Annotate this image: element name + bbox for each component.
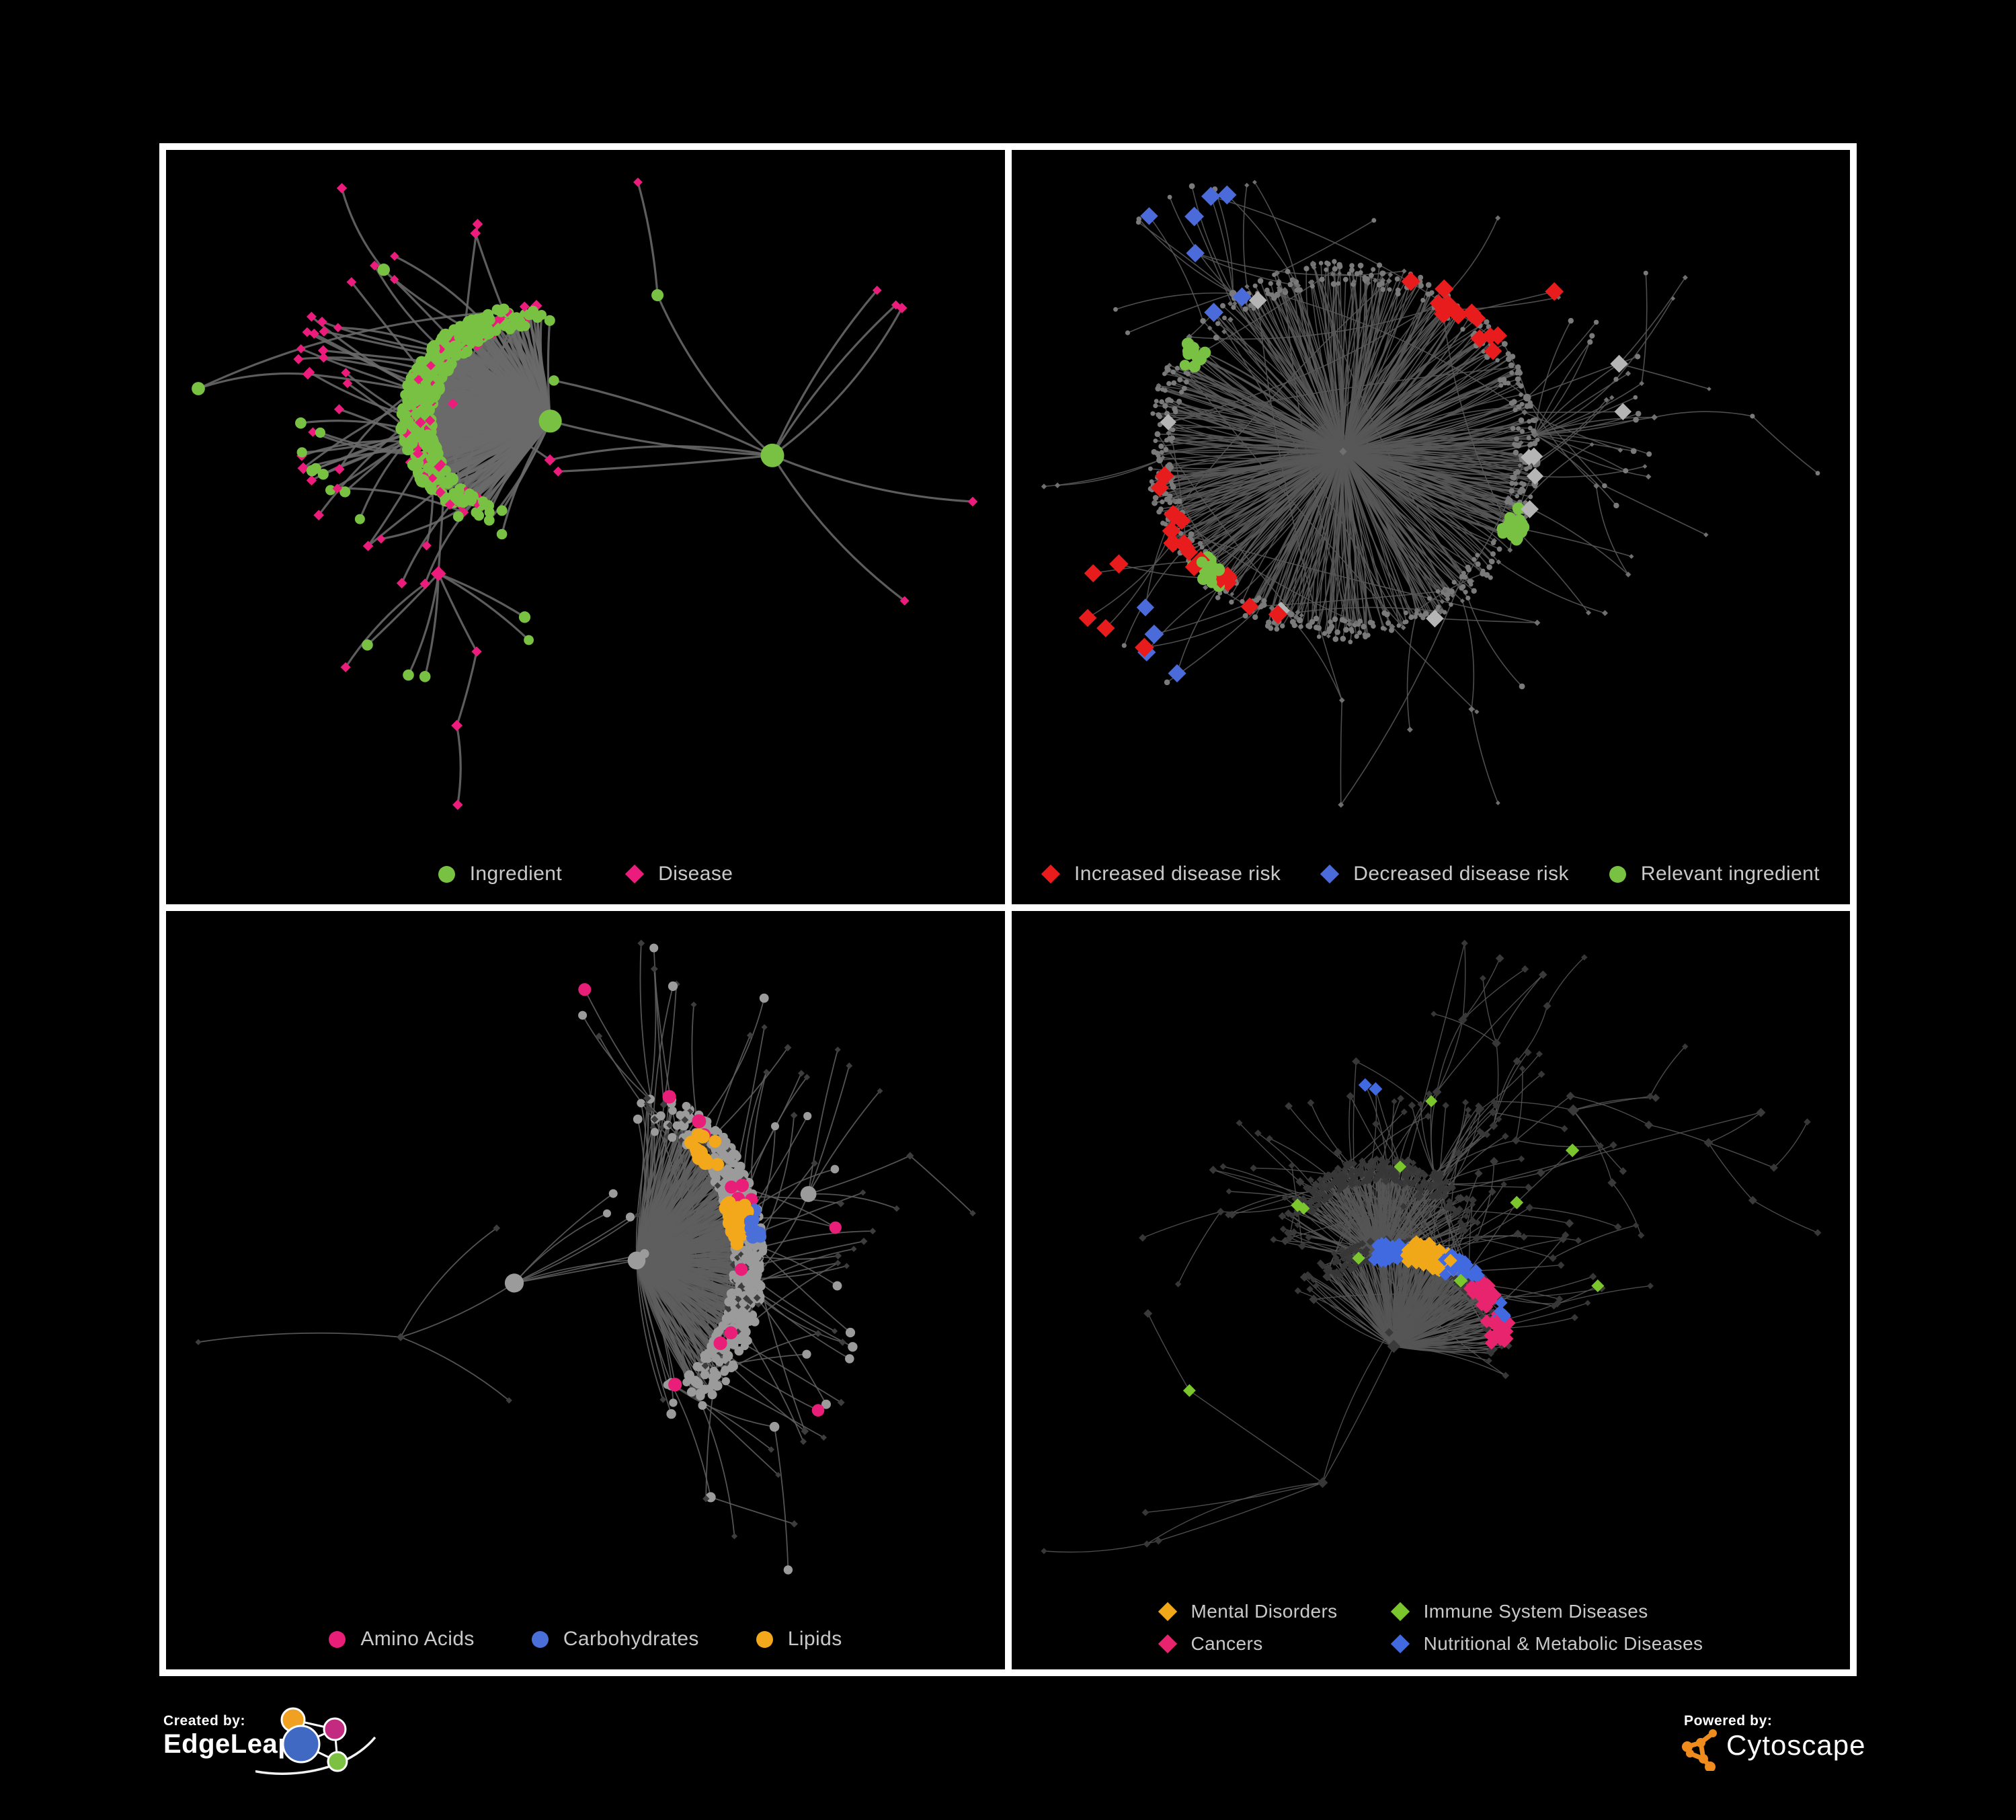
carbohydrates-marker-icon xyxy=(531,1630,549,1648)
cytoscape-logo xyxy=(1682,1729,1717,1771)
legend-label-lipids: Lipids xyxy=(787,1628,842,1650)
ingredient-marker-icon xyxy=(438,865,455,883)
increased-risk-marker-icon xyxy=(1041,864,1061,884)
edges-layer xyxy=(198,943,973,1571)
edgeleap-node-blue xyxy=(282,1725,321,1764)
edgeleap-swoosh xyxy=(255,1736,376,1775)
disease-marker-icon xyxy=(624,864,645,884)
legend-item-increased-risk: Increased disease risk xyxy=(1041,863,1281,885)
created-by-label: Created by: xyxy=(163,1713,246,1729)
legend-label-increased-risk: Increased disease risk xyxy=(1074,863,1281,885)
legend-label-decreased-risk: Decreased disease risk xyxy=(1353,863,1569,885)
edgeleap-logo xyxy=(255,1707,376,1775)
network-disease-risk xyxy=(1041,180,1820,808)
relevant-ingredient-marker-icon xyxy=(1609,865,1626,883)
legend-item-disease: Disease xyxy=(624,863,733,885)
network-nutrient-classes xyxy=(195,939,976,1575)
edgeleap-node-magenta xyxy=(323,1717,347,1741)
amino-acids-marker-icon xyxy=(329,1630,346,1648)
panel-disease-classes: Mental Disorders Immune System Diseases … xyxy=(1005,904,1857,1676)
cancers-marker-icon xyxy=(1158,1634,1177,1654)
legend-item-amino-acids: Amino Acids xyxy=(329,1628,474,1651)
legend-item-relevant-ingredient: Relevant ingredient xyxy=(1609,863,1820,885)
edgeleap-brand-text: EdgeLeap xyxy=(163,1729,295,1759)
legend-label-cancers: Cancers xyxy=(1191,1633,1263,1654)
legend-label-mental-disorders: Mental Disorders xyxy=(1191,1601,1338,1622)
legend-label-relevant-ingredient: Relevant ingredient xyxy=(1640,863,1820,885)
legend-label-carbohydrates: Carbohydrates xyxy=(563,1628,699,1650)
legend-nutrient-classes: Amino Acids Carbohydrates Lipids xyxy=(166,1628,1005,1651)
immune-system-diseases-marker-icon xyxy=(1390,1601,1410,1622)
panel-disease-risk: Increased disease risk Decreased disease… xyxy=(1005,143,1857,911)
decreased-risk-marker-icon xyxy=(1320,864,1340,884)
legend-item-carbohydrates: Carbohydrates xyxy=(531,1628,699,1651)
legend-label-disease: Disease xyxy=(658,863,733,885)
legend-item-nutritional-metabolic-diseases: Nutritional & Metabolic Diseases xyxy=(1390,1633,1703,1655)
legend-label-amino-acids: Amino Acids xyxy=(360,1628,475,1650)
edgeleap-node-green xyxy=(327,1751,348,1772)
network-ingredient-disease xyxy=(192,177,978,810)
legend-item-decreased-risk: Decreased disease risk xyxy=(1320,863,1569,885)
legend-item-cancers: Cancers xyxy=(1158,1633,1338,1655)
legend-disease-classes: Mental Disorders Immune System Diseases … xyxy=(1012,1601,1850,1655)
panel-nutrient-classes: Amino Acids Carbohydrates Lipids xyxy=(159,904,1012,1676)
legend-item-lipids: Lipids xyxy=(756,1628,842,1651)
legend-ingredient-disease: Ingredient Disease xyxy=(166,863,1005,885)
nodes-layer xyxy=(195,939,976,1575)
cytoscape-brand-text: Cytoscape xyxy=(1726,1729,1866,1761)
edges-layer xyxy=(1043,182,1818,805)
lipids-marker-icon xyxy=(756,1630,773,1648)
legend-item-immune-system-diseases: Immune System Diseases xyxy=(1390,1601,1703,1622)
panel-ingredient-disease: Ingredient Disease xyxy=(159,143,1012,911)
nutritional-metabolic-diseases-marker-icon xyxy=(1390,1634,1410,1654)
legend-label-ingredient: Ingredient xyxy=(469,863,563,885)
legend-disease-risk: Increased disease risk Decreased disease… xyxy=(1012,863,1850,885)
legend-item-mental-disorders: Mental Disorders xyxy=(1158,1601,1338,1622)
legend-item-ingredient: Ingredient xyxy=(438,863,562,885)
powered-by-label: Powered by: xyxy=(1684,1713,1773,1729)
cytoscape-glyph xyxy=(1682,1729,1717,1771)
mental-disorders-marker-icon xyxy=(1158,1601,1177,1622)
network-disease-classes xyxy=(1041,939,1822,1554)
legend-label-immune-system-diseases: Immune System Diseases xyxy=(1423,1601,1648,1622)
nodes-layer xyxy=(192,177,978,810)
highlight-nodes-layer xyxy=(1182,1078,1605,1397)
edges-layer xyxy=(198,182,973,805)
highlight-nodes-layer xyxy=(578,983,842,1417)
legend-label-nutritional-metabolic-diseases: Nutritional & Metabolic Diseases xyxy=(1423,1633,1703,1654)
